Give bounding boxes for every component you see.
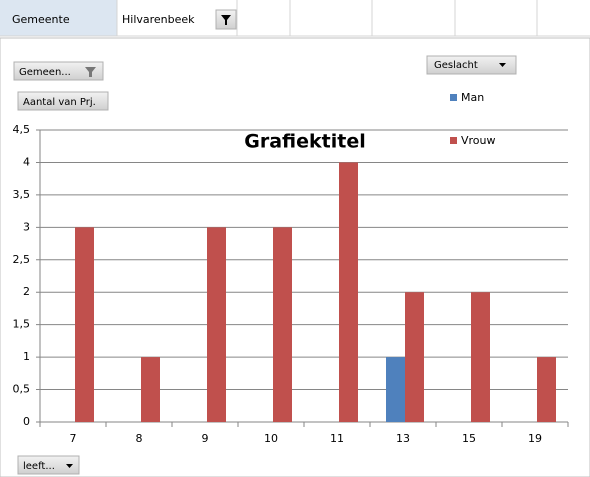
x-tick-label: 10 (264, 432, 278, 445)
field-button[interactable] (426, 55, 517, 75)
x-tick-label: 8 (136, 432, 143, 445)
bar (141, 357, 160, 422)
field-label: leeft... (23, 461, 55, 472)
field-label: Aantal van Prj. (23, 97, 96, 108)
cell: Gemeente (12, 13, 70, 26)
cell: Hilvarenbeek (122, 13, 195, 26)
dropdown-arrow (499, 63, 506, 67)
field-button[interactable] (17, 455, 80, 475)
bar (207, 227, 226, 422)
cell-grid (0, 0, 590, 37)
field-label: Gemeen... (19, 67, 71, 78)
y-tick-label: 3 (23, 220, 30, 233)
legend-swatch (450, 137, 457, 144)
header-cell (0, 0, 117, 36)
dropdown-arrow (66, 464, 73, 468)
bar (339, 162, 358, 422)
bar (405, 292, 424, 422)
filter-icon (85, 67, 96, 77)
legend-label: Man (461, 91, 484, 104)
legend-label: Vrouw (461, 134, 496, 147)
field-button[interactable] (17, 91, 109, 111)
bar (537, 357, 556, 422)
y-tick-label: 0 (23, 415, 30, 428)
y-tick-label: 2 (23, 285, 30, 298)
field-button[interactable] (13, 61, 104, 81)
field-label: Geslacht (434, 60, 478, 71)
x-tick-label: 19 (528, 432, 542, 445)
y-tick-label: 4,5 (13, 123, 31, 136)
bar (471, 292, 490, 422)
chart-title: Grafiektitel (244, 131, 365, 153)
x-tick-label: 11 (330, 432, 344, 445)
chart-area (0, 37, 590, 477)
y-tick-label: 1,5 (13, 318, 31, 331)
y-tick-label: 4 (23, 155, 30, 168)
filter-icon (221, 15, 231, 25)
bar (75, 227, 94, 422)
x-tick-label: 15 (462, 432, 476, 445)
y-tick-label: 2,5 (13, 253, 31, 266)
bar (273, 227, 292, 422)
x-tick-label: 13 (396, 432, 410, 445)
y-tick-label: 0,5 (13, 383, 31, 396)
bar (386, 357, 405, 422)
y-tick-label: 1 (23, 350, 30, 363)
x-tick-label: 9 (202, 432, 209, 445)
x-tick-label: 7 (70, 432, 77, 445)
y-tick-label: 3,5 (13, 188, 31, 201)
legend-swatch (450, 94, 457, 101)
